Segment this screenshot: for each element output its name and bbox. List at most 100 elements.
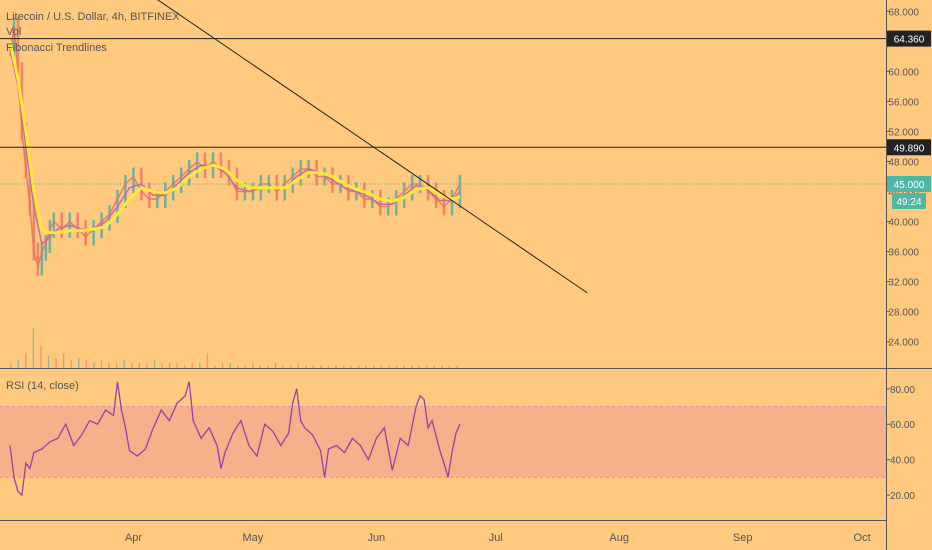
ma-slow-line <box>8 40 461 235</box>
last-price-value[interactable]: 45.000 <box>894 180 925 191</box>
volume-bar <box>47 355 50 368</box>
volume-bar <box>418 365 420 368</box>
volume-bar <box>365 365 367 368</box>
volume-bar <box>85 360 88 368</box>
price-tick-label[interactable]: 36.000 <box>888 248 919 259</box>
volume-bar <box>108 363 110 368</box>
time-tick-label[interactable]: Apr <box>125 532 142 544</box>
volume-bar <box>176 363 178 368</box>
volume-bar <box>131 363 133 368</box>
volume-bar <box>40 345 42 368</box>
volume-bar <box>312 365 315 368</box>
volume-bar <box>320 365 322 368</box>
volume-bar <box>289 365 292 368</box>
volume-bar <box>426 365 428 368</box>
volume-bar <box>221 363 224 368</box>
volume-bar <box>433 365 436 368</box>
volume-bar <box>403 365 405 368</box>
horizontal-line-tag <box>887 139 931 156</box>
axis-labels: 64.360 49.890 45.000 49:24 <box>887 30 931 209</box>
volume-bar <box>282 365 284 368</box>
volume-bar <box>380 365 383 368</box>
price-tick-label[interactable]: 52.000 <box>888 127 919 138</box>
rsi-title[interactable]: RSI (14, close) <box>6 380 79 392</box>
horizontal-line-value[interactable]: 64.360 <box>894 35 925 46</box>
price-tick-label[interactable]: 40.000 <box>888 218 919 229</box>
price-tick-label[interactable]: 32.000 <box>888 278 919 289</box>
volume-bar <box>25 353 27 368</box>
volume-bar <box>146 363 148 368</box>
volume-bar <box>327 365 330 368</box>
volume-bar <box>229 363 231 368</box>
volume-bar <box>259 365 262 368</box>
symbol-title[interactable]: Litecoin / U.S. Dollar, 4h, BITFINEX <box>6 11 180 23</box>
volume-bar <box>78 358 80 368</box>
time-tick-label[interactable]: Sep <box>733 532 753 544</box>
volume-bar <box>191 363 193 368</box>
rsi-axis[interactable]: 80.00 60.00 40.00 20.00 <box>886 385 915 502</box>
volume-bar <box>32 328 35 368</box>
volume-bar <box>123 360 125 368</box>
rsi-line <box>9 381 461 497</box>
volume-bar <box>236 365 239 368</box>
countdown-tag <box>892 193 926 209</box>
drawing-lines <box>0 0 886 294</box>
volume-bar <box>350 365 352 368</box>
volume-bar <box>153 360 156 368</box>
rsi-tick-label[interactable]: 20.00 <box>890 491 915 502</box>
time-axis[interactable]: Apr May Jun Jul Aug Sep Oct <box>125 532 871 544</box>
rsi-tick-label[interactable]: 40.00 <box>890 456 915 467</box>
volume-bar <box>10 363 12 368</box>
volume-bar <box>358 365 360 368</box>
price-series <box>8 17 462 276</box>
price-tick-label[interactable]: 48.000 <box>888 157 919 168</box>
countdown-value[interactable]: 49:24 <box>896 197 921 208</box>
time-tick-label[interactable]: Jun <box>367 532 385 544</box>
volume-bar <box>184 365 186 368</box>
volume-bar <box>297 363 299 368</box>
volume-bar <box>17 360 19 368</box>
horizontal-line-value[interactable]: 49.890 <box>894 143 925 154</box>
volume-bar <box>138 363 141 368</box>
indicator-vol-label[interactable]: Vol <box>6 26 21 38</box>
rsi-tick-label[interactable]: 80.00 <box>890 385 915 396</box>
time-tick-label[interactable]: May <box>243 532 264 544</box>
volume-bar <box>441 365 443 368</box>
volume-bar <box>410 365 413 368</box>
volume-bar <box>267 365 269 368</box>
volume-bar <box>388 365 390 368</box>
rsi-panel <box>0 381 886 497</box>
price-tick-label[interactable]: 24.000 <box>888 338 919 349</box>
indicator-fib-label[interactable]: Fibonacci Trendlines <box>6 42 107 54</box>
volume-bar <box>335 365 337 368</box>
time-tick-label[interactable]: Aug <box>609 532 629 544</box>
volume-bar <box>342 365 345 368</box>
volume-bar <box>62 353 65 368</box>
price-tick-label[interactable]: 56.000 <box>888 97 919 108</box>
volume-bar <box>252 363 254 368</box>
volume-bar <box>214 365 216 368</box>
price-tick-label[interactable]: 60.000 <box>888 67 919 78</box>
rsi-band <box>0 406 886 478</box>
price-tick-label[interactable]: 68.000 <box>888 7 919 18</box>
horizontal-line-tag <box>887 30 931 47</box>
volume-bar <box>100 360 103 368</box>
volume-bar <box>206 353 209 368</box>
volume-bar <box>373 365 375 368</box>
last-price-tag <box>887 176 931 192</box>
volume-bar <box>244 365 246 368</box>
volume-bar <box>115 363 118 368</box>
rsi-tick-label[interactable]: 60.00 <box>890 420 915 431</box>
volume-bars <box>10 328 458 368</box>
price-tick-label[interactable]: 28.000 <box>888 308 919 319</box>
volume-bar <box>456 365 458 368</box>
time-tick-label[interactable]: Oct <box>854 532 871 544</box>
volume-bar <box>161 363 163 368</box>
volume-bar <box>395 365 398 368</box>
volume-bar <box>274 363 277 368</box>
volume-bar <box>448 365 451 368</box>
price-line <box>9 26 461 270</box>
time-tick-label[interactable]: Jul <box>489 532 503 544</box>
volume-bar <box>305 365 307 368</box>
